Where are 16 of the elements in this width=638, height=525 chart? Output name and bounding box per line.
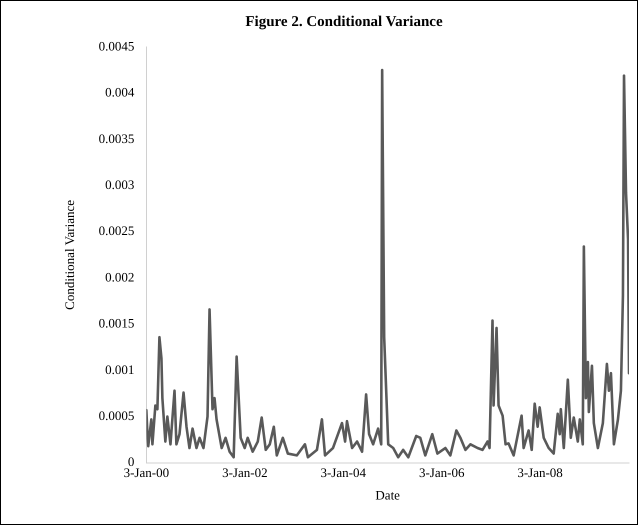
x-tick-label: 3-Jan-06: [418, 465, 465, 480]
x-axis-title: Date: [375, 488, 400, 503]
y-axis-title: Conditional Variance: [62, 200, 78, 310]
y-tick-label: 0.0005: [98, 408, 134, 424]
y-tick-label: 0.0015: [98, 316, 134, 331]
y-tick-label: 0.001: [105, 362, 134, 377]
y-tick-label: 0.004: [105, 84, 135, 100]
x-tick-label: 3-Jan-08: [517, 465, 563, 480]
y-tick-label: 0.0045: [98, 38, 134, 54]
y-tick-label: 0.0025: [98, 223, 134, 238]
y-tick-label: 0.003: [105, 177, 134, 192]
y-tick-label: 0.002: [105, 269, 134, 284]
x-tick-label: 3-Jan-02: [222, 465, 268, 480]
x-tick-label: 3-Jan-04: [320, 465, 366, 480]
chart-title: Figure 2. Conditional Variance: [245, 14, 443, 30]
y-tick-label: 0.0035: [98, 130, 134, 146]
